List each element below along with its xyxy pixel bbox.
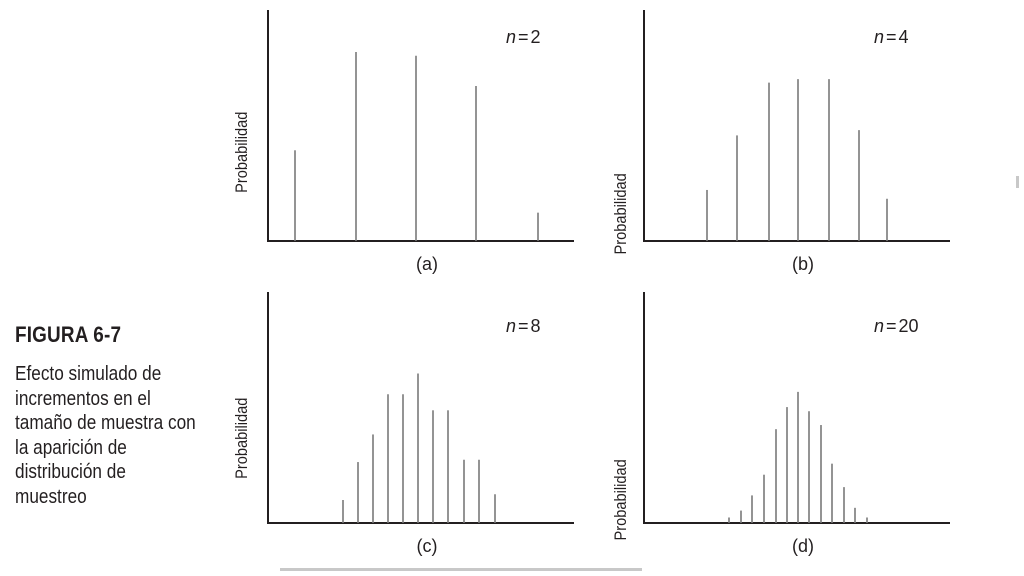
chart-panel-c: Probabilidad n = 8 (c) xyxy=(233,292,574,556)
panel-label: (d) xyxy=(792,536,814,556)
panel-label: (b) xyxy=(792,254,814,274)
figure-caption: FIGURA 6-7 Efecto simulado de incremento… xyxy=(15,322,205,509)
chart-panel-d: Probabilidad n = 20 (d) xyxy=(612,292,950,556)
y-axis-label: Probabilidad xyxy=(612,459,630,540)
panel-label: (c) xyxy=(417,536,438,556)
sample-size-label: n = 4 xyxy=(874,27,909,47)
figure-caption-text: Efecto simulado de incrementos en el tam… xyxy=(15,363,196,508)
y-axis-label: Probabilidad xyxy=(233,112,251,193)
figure-label: FIGURA 6-7 xyxy=(15,322,122,347)
panel-label: (a) xyxy=(416,254,438,274)
sample-size-label: n = 8 xyxy=(506,316,541,336)
y-axis-label: Probabilidad xyxy=(233,398,251,479)
sample-size-label: n = 20 xyxy=(874,316,919,336)
y-axis-label: Probabilidad xyxy=(612,173,630,254)
chart-panel-b: Probabilidad n = 4 (b) xyxy=(612,10,950,274)
chart-panel-a: Probabilidad n = 2 (a) xyxy=(233,10,574,274)
side-mark xyxy=(1016,176,1019,188)
bottom-rule xyxy=(280,568,642,571)
sample-size-label: n = 2 xyxy=(506,27,541,47)
